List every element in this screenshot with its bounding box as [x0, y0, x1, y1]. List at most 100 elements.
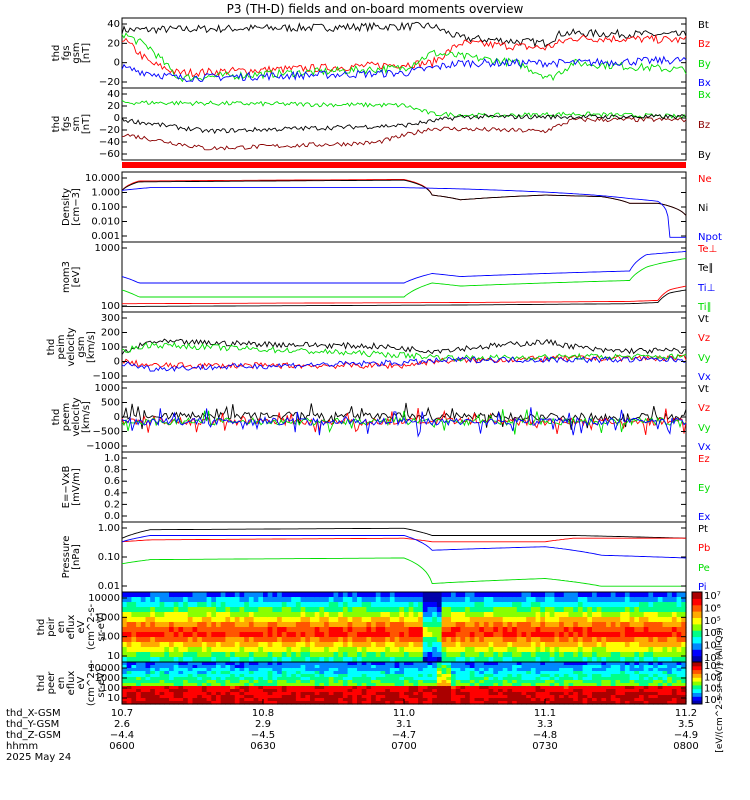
spectrogram-cell: [154, 689, 161, 693]
spectrogram-cell: [216, 701, 222, 705]
spectrogram-cell: [380, 647, 386, 653]
spectrogram-cell: [676, 671, 682, 675]
spectrogram-cell: [361, 677, 367, 681]
spectrogram-cell: [540, 671, 546, 675]
spectrogram-cell: [126, 632, 132, 638]
spectrogram-cell: [145, 597, 151, 603]
spectrogram-cell: [408, 701, 414, 705]
spectrogram-cell: [404, 665, 410, 669]
spectrogram-cell: [422, 674, 429, 678]
spectrogram-cell: [451, 686, 457, 690]
spectrogram-cell: [201, 622, 208, 628]
spectrogram-cell: [479, 677, 485, 681]
spectrogram-cell: [305, 665, 311, 669]
spectrogram-cell: [667, 657, 673, 663]
spectrogram-cell: [328, 612, 335, 618]
spectrogram-cell: [267, 695, 273, 699]
spectrogram-cell: [263, 637, 269, 643]
spectrogram-cell: [295, 637, 302, 643]
spectrogram-cell: [178, 592, 184, 598]
spectrogram-cell: [291, 637, 297, 643]
spectrogram-cell: [474, 671, 480, 675]
spectrogram-cell: [526, 701, 532, 705]
spectrogram-cell: [535, 597, 541, 603]
spectrogram-cell: [357, 698, 363, 702]
spectrogram-cell: [629, 698, 635, 702]
spectrogram-cell: [662, 674, 668, 678]
y-tick-label: 10.000: [85, 173, 120, 184]
spectrogram-cell: [192, 689, 198, 693]
y-tick-label: 300: [101, 313, 120, 324]
spectrogram-cell: [568, 686, 574, 690]
spectrogram-cell: [169, 662, 175, 666]
spectrogram-cell: [502, 637, 508, 643]
spectrogram-cell: [300, 617, 306, 623]
spectrogram-cell: [352, 662, 358, 666]
spectrogram-cell: [126, 665, 132, 669]
spectrogram-cell: [422, 597, 429, 603]
spectrogram-cell: [549, 680, 555, 684]
spectrogram-cell: [455, 671, 461, 675]
spectrogram-cell: [230, 662, 236, 666]
spectrogram-cell: [624, 689, 631, 693]
series-line-Bx: [121, 55, 687, 83]
spectrogram-cell: [159, 612, 165, 618]
spectrogram-cell: [361, 686, 367, 690]
spectrogram-cell: [460, 617, 466, 623]
spectrogram-cell: [263, 686, 269, 690]
spectrogram-cell: [657, 597, 664, 603]
spectrogram-cell: [587, 683, 593, 687]
spectrogram-cell: [239, 592, 245, 598]
spectrogram-cell: [620, 671, 626, 675]
colorbar-tick-label: 10⁸: [704, 661, 721, 672]
spectrogram-cell: [267, 647, 273, 653]
spectrogram-cell: [324, 698, 330, 702]
spectrogram-cell: [253, 637, 259, 643]
spectrogram-cell: [624, 607, 631, 613]
spectrogram-cell: [535, 662, 541, 666]
spectrogram-cell: [352, 602, 358, 608]
spectrogram-cell: [281, 677, 288, 681]
spectrogram-cell: [516, 627, 523, 633]
spectrogram-cell: [502, 698, 508, 702]
spectrogram-cell: [380, 622, 386, 628]
footer-value: 2.6: [114, 719, 130, 730]
spectrogram-cell: [601, 662, 607, 666]
spectrogram-cell: [347, 642, 353, 648]
spectrogram-cell: [629, 671, 635, 675]
spectrogram-cell: [671, 680, 678, 684]
spectrogram-cell: [206, 683, 212, 687]
spectrogram-cell: [474, 592, 480, 598]
spectrogram-cell: [389, 662, 396, 666]
spectrogram-cell: [216, 597, 222, 603]
spectrogram-cell: [286, 602, 292, 608]
spectrogram-cell: [460, 627, 466, 633]
spectrogram-cell: [596, 657, 602, 663]
spectrogram-cell: [427, 665, 433, 669]
spectrogram-cell: [122, 680, 128, 684]
spectrogram-cell: [653, 677, 659, 681]
spectrogram-cell: [408, 652, 414, 658]
spectrogram-cell: [657, 607, 664, 613]
spectrogram-cell: [620, 701, 626, 705]
spectrogram-cell: [577, 612, 584, 618]
spectrogram-cell: [225, 674, 231, 678]
spectrogram-cell: [436, 657, 443, 663]
spectrogram-cell: [592, 662, 598, 666]
spectrogram-cell: [267, 671, 273, 675]
spectrogram-cell: [192, 642, 198, 648]
footer-value: 10.8: [251, 708, 275, 719]
spectrogram-cell: [150, 680, 156, 684]
spectrogram-cell: [653, 674, 659, 678]
spectrogram-cell: [375, 677, 382, 681]
spectrogram-cell: [671, 689, 678, 693]
spectrogram-cell: [173, 592, 179, 598]
spectrogram-cell: [154, 671, 161, 675]
spectrogram-cell: [145, 695, 151, 699]
spectrogram-cell: [338, 627, 344, 633]
spectrogram-cell: [540, 683, 546, 687]
spectrogram-cell: [178, 617, 184, 623]
spectrogram-cell: [563, 622, 570, 628]
colorbar-swatch: [692, 611, 702, 618]
spectrogram-cell: [183, 597, 189, 603]
